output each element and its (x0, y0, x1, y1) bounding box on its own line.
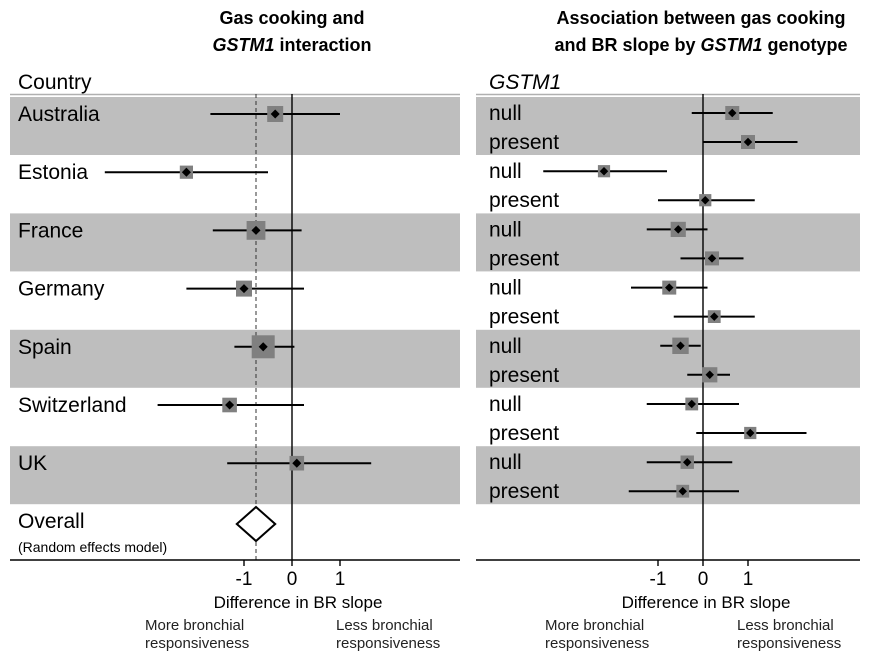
right-point-germany-null (665, 283, 674, 292)
country-label-germany: Germany (18, 278, 105, 301)
right-column-header: GSTM1 (489, 71, 561, 94)
country-label-estonia: Estonia (18, 161, 88, 184)
left-point-germany (239, 284, 249, 294)
x-axes: -1 0 1 -1 0 1 (10, 559, 860, 590)
row-labels: Australia Estonia France Germany Spain Switze… (18, 102, 559, 503)
right-tick-label-1: 1 (743, 569, 754, 590)
right-band-uk (476, 446, 860, 505)
overall-label: Overall (18, 510, 85, 533)
right-direction-less-line1: Less bronchial (737, 617, 834, 634)
genotype-label-spain-null: null (489, 335, 522, 358)
left-direction-more-line2: responsiveness (145, 635, 249, 652)
genotype-label-france-present: present (489, 247, 559, 270)
genotype-label-germany-null: null (489, 277, 522, 300)
left-tick-label--1: -1 (236, 569, 253, 590)
right-point-uk-present (678, 486, 687, 496)
right-point-spain-present (705, 370, 714, 380)
genotype-label-australia-null: null (489, 102, 522, 125)
genotype-label-switzerland-present: present (489, 422, 559, 445)
left-column-header: Country (18, 71, 92, 94)
right-x-axis-label: Difference in BR slope (622, 593, 791, 612)
left-point-estonia (181, 167, 191, 177)
right-direction-more-line1: More bronchial (545, 617, 644, 634)
right-direction-less-line2: responsiveness (737, 635, 841, 652)
left-direction-less-line1: Less bronchial (336, 617, 433, 634)
left-tick-label-1: 1 (335, 569, 346, 590)
genotype-label-uk-null: null (489, 451, 522, 474)
country-label-australia: Australia (18, 103, 100, 126)
left-point-switzerland (225, 400, 235, 410)
genotype-label-germany-present: present (489, 306, 559, 329)
right-title-rest: and BR slope by (554, 35, 700, 55)
right-band-australia (476, 97, 860, 155)
right-point-spain-null (676, 341, 685, 351)
genotype-label-uk-present: present (489, 480, 559, 503)
left-x-axis-label: Difference in BR slope (214, 593, 383, 612)
right-point-germany-present (710, 312, 719, 321)
left-title-line2: GSTM1 interaction (212, 35, 371, 55)
left-band-australia (10, 97, 460, 155)
right-title-line2: and BR slope by GSTM1 genotype (554, 35, 847, 55)
right-tick-label-0: 0 (698, 569, 709, 590)
right-point-switzerland-present (746, 428, 755, 438)
left-title-gene: GSTM1 (212, 35, 274, 55)
country-label-switzerland: Switzerland (18, 394, 127, 417)
left-direction-less-line2: responsiveness (336, 635, 440, 652)
right-point-france-present (707, 254, 717, 263)
left-tick-label-0: 0 (287, 569, 298, 590)
left-title-line1: Gas cooking and (219, 8, 364, 28)
genotype-label-spain-present: present (489, 364, 559, 387)
right-band-france (476, 213, 860, 272)
genotype-label-estonia-null: null (489, 160, 522, 183)
country-label-uk: UK (18, 452, 47, 475)
overall-diamond (235, 505, 277, 543)
left-title-rest: interaction (275, 35, 372, 55)
left-band-spain (10, 329, 460, 388)
right-tick-label--1: -1 (650, 569, 667, 590)
row-bands (10, 93, 860, 505)
right-title-end: genotype (763, 35, 848, 55)
left-direction-more-line1: More bronchial (145, 617, 244, 634)
country-label-france: France (18, 219, 83, 242)
overall-note: (Random effects model) (18, 539, 167, 555)
right-point-switzerland-null (687, 399, 696, 409)
genotype-label-switzerland-null: null (489, 393, 522, 416)
data-marks (104, 106, 807, 543)
right-title-gene: GSTM1 (701, 35, 763, 55)
genotype-label-australia-present: present (489, 131, 559, 154)
genotype-label-estonia-present: present (489, 189, 559, 212)
right-direction-more-line2: responsiveness (545, 635, 649, 652)
genotype-label-france-null: null (489, 218, 522, 241)
right-point-uk-null (683, 457, 692, 467)
left-band-uk (10, 446, 460, 505)
right-title-line1: Association between gas cooking (556, 8, 845, 28)
right-band-spain (476, 329, 860, 388)
left-band-france (10, 213, 460, 272)
left-point-australia (270, 109, 280, 119)
country-label-spain: Spain (18, 336, 72, 359)
